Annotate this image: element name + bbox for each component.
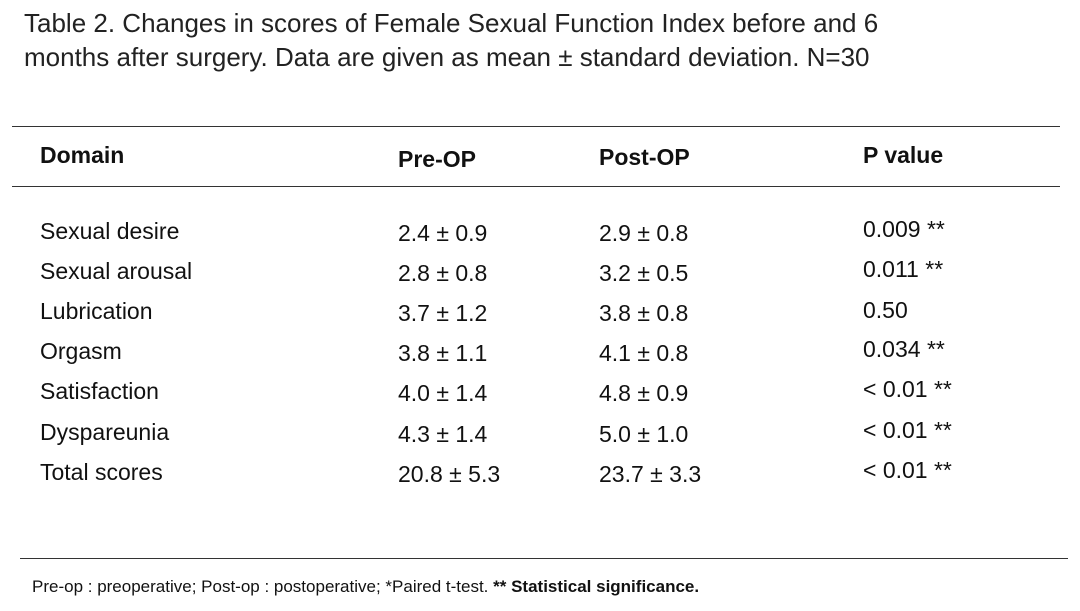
cell-p-value: 0.009 ** bbox=[863, 216, 945, 242]
cell-domain: Dyspareunia bbox=[40, 419, 170, 445]
cell-p-value: < 0.01 ** bbox=[863, 417, 952, 443]
header-domain: Domain bbox=[40, 142, 125, 168]
cell-pre-op: 3.7 ± 1.2 bbox=[398, 300, 488, 326]
cell-pre-op: 20.8 ± 5.3 bbox=[398, 461, 501, 487]
caption-line-2: months after surgery. Data are given as … bbox=[24, 42, 870, 72]
cell-domain: Sexual arousal bbox=[40, 258, 193, 284]
cell-post-op: 4.1 ± 0.8 bbox=[599, 340, 689, 366]
cell-domain: Total scores bbox=[40, 459, 163, 485]
table-caption: Table 2. Changes in scores of Female Sex… bbox=[24, 6, 1064, 74]
table-bottom-rule bbox=[20, 558, 1068, 559]
cell-post-op: 3.8 ± 0.8 bbox=[599, 300, 689, 326]
cell-p-value: 0.50 bbox=[863, 297, 908, 323]
cell-pre-op: 4.3 ± 1.4 bbox=[398, 421, 488, 447]
cell-domain: Sexual desire bbox=[40, 218, 180, 244]
cell-domain: Satisfaction bbox=[40, 378, 159, 404]
footnote-text: Pre-op : preoperative; Post-op : postope… bbox=[32, 577, 494, 596]
table-top-rule bbox=[12, 126, 1060, 127]
cell-post-op: 2.9 ± 0.8 bbox=[599, 220, 689, 246]
cell-p-value: < 0.01 ** bbox=[863, 457, 952, 483]
cell-domain: Lubrication bbox=[40, 298, 153, 324]
cell-pre-op: 2.8 ± 0.8 bbox=[398, 260, 488, 286]
cell-pre-op: 3.8 ± 1.1 bbox=[398, 340, 488, 366]
table-header-rule bbox=[12, 186, 1060, 187]
cell-post-op: 4.8 ± 0.9 bbox=[599, 380, 689, 406]
header-post-op: Post-OP bbox=[599, 144, 690, 170]
caption-line-1: Table 2. Changes in scores of Female Sex… bbox=[24, 8, 879, 38]
cell-post-op: 3.2 ± 0.5 bbox=[599, 260, 689, 286]
header-p-value: P value bbox=[863, 142, 944, 168]
footnote-significance: ** Statistical significance. bbox=[493, 577, 700, 596]
cell-p-value: < 0.01 ** bbox=[863, 376, 952, 402]
header-pre-op: Pre-OP bbox=[398, 146, 476, 172]
cell-p-value: 0.011 ** bbox=[863, 256, 944, 282]
cell-post-op: 5.0 ± 1.0 bbox=[599, 421, 689, 447]
table-footnote: Pre-op : preoperative; Post-op : postope… bbox=[32, 577, 699, 597]
cell-post-op: 23.7 ± 3.3 bbox=[599, 461, 702, 487]
cell-pre-op: 2.4 ± 0.9 bbox=[398, 220, 488, 246]
cell-domain: Orgasm bbox=[40, 338, 122, 364]
cell-p-value: 0.034 ** bbox=[863, 336, 945, 362]
cell-pre-op: 4.0 ± 1.4 bbox=[398, 380, 488, 406]
